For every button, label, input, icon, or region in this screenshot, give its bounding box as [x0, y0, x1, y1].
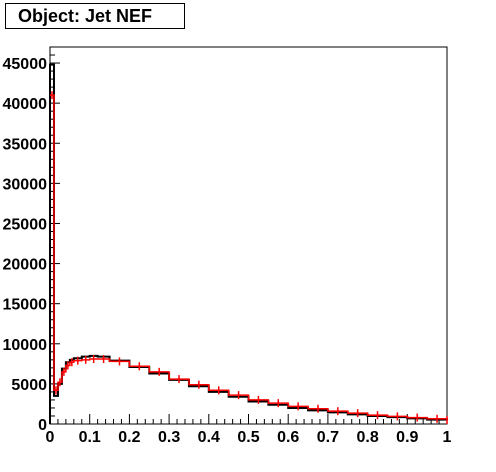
x-tick-label: 0.6: [277, 429, 299, 446]
y-axis: 0 5000 10000 15000 20000 25000 30000 35000 40000…: [3, 46, 60, 434]
y-tick-label: 30000: [3, 176, 48, 193]
series-line-1: [50, 94, 448, 420]
x-tick-label: 0.8: [356, 429, 378, 446]
y-tick-label: 35000: [3, 136, 48, 153]
y-tick-label: 40000: [3, 96, 48, 113]
x-tick-label: 0: [46, 429, 55, 446]
x-tick-label: 0.3: [158, 429, 180, 446]
y-tick-label: 15000: [3, 297, 48, 314]
x-tick-label: 0.9: [396, 429, 418, 446]
x-tick-label: 0.5: [237, 429, 259, 446]
series-layer: [49, 63, 448, 424]
x-tick-label: 0.7: [317, 429, 339, 446]
y-tick-label: 20000: [3, 257, 48, 274]
x-tick-label: 0.4: [198, 429, 220, 446]
x-tick-label: 1: [443, 429, 452, 446]
plot-frame: [49, 46, 448, 425]
x-axis: 0 0.1 0.2 0.3 0.4 0.5 0.6 0.7 0.8 0.9 1: [46, 414, 452, 446]
y-tick-label: 5000: [11, 377, 47, 394]
y-tick-label: 45000: [3, 56, 48, 73]
y-tick-label: 25000: [3, 216, 48, 233]
chart-title: Object: Jet NEF: [5, 3, 185, 29]
series-line-0: [49, 63, 448, 424]
x-tick-label: 0.1: [79, 429, 101, 446]
x-tick-label: 0.2: [118, 429, 140, 446]
y-tick-label: 10000: [3, 337, 48, 354]
y-tick-label: 0: [38, 417, 47, 434]
